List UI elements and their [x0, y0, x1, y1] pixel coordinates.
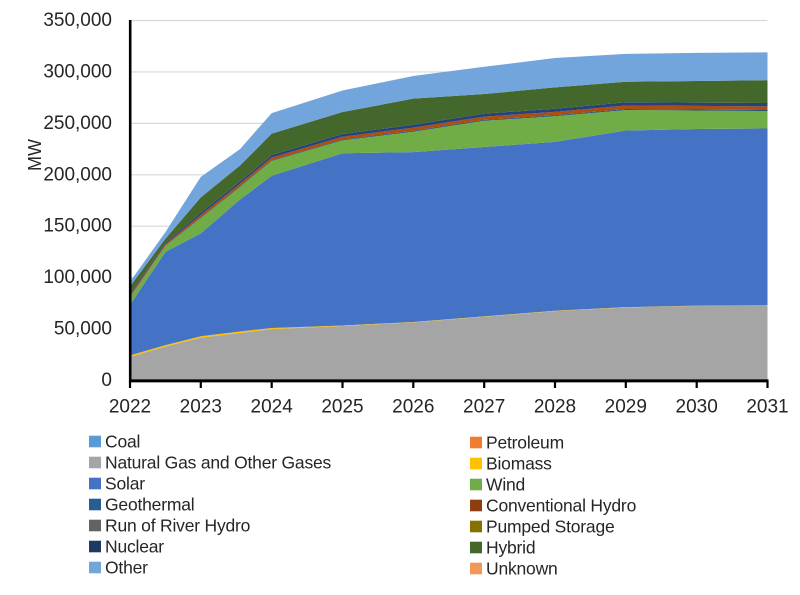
svg-text:Petroleum: Petroleum — [486, 433, 564, 453]
svg-text:Conventional Hydro: Conventional Hydro — [486, 496, 636, 516]
svg-text:2023: 2023 — [180, 397, 222, 418]
svg-text:Unknown: Unknown — [486, 559, 558, 579]
svg-text:2031: 2031 — [746, 397, 788, 418]
svg-text:Hybrid: Hybrid — [486, 538, 535, 558]
svg-text:Biomass: Biomass — [486, 454, 552, 474]
svg-text:350,000: 350,000 — [43, 10, 112, 31]
svg-text:MW: MW — [25, 139, 45, 171]
svg-text:2030: 2030 — [676, 397, 718, 418]
svg-text:Geothermal: Geothermal — [105, 495, 194, 515]
svg-text:Natural Gas and Other Gases: Natural Gas and Other Gases — [105, 453, 332, 473]
svg-text:2027: 2027 — [463, 397, 505, 418]
svg-text:Wind: Wind — [486, 475, 525, 495]
svg-text:Nuclear: Nuclear — [105, 537, 164, 557]
svg-text:2028: 2028 — [534, 397, 576, 418]
svg-text:Run of River Hydro: Run of River Hydro — [105, 516, 250, 536]
svg-text:Pumped Storage: Pumped Storage — [486, 517, 615, 537]
svg-text:2024: 2024 — [251, 397, 294, 418]
svg-text:Other: Other — [105, 558, 148, 578]
svg-text:Coal: Coal — [105, 432, 140, 452]
svg-text:250,000: 250,000 — [43, 113, 112, 134]
svg-text:50,000: 50,000 — [54, 319, 112, 340]
svg-text:0: 0 — [101, 370, 112, 391]
svg-text:300,000: 300,000 — [43, 61, 112, 82]
svg-text:Solar: Solar — [105, 474, 145, 494]
svg-text:2026: 2026 — [392, 397, 434, 418]
svg-text:150,000: 150,000 — [43, 216, 112, 237]
svg-text:2025: 2025 — [321, 397, 363, 418]
svg-text:100,000: 100,000 — [43, 267, 112, 288]
svg-text:200,000: 200,000 — [43, 164, 112, 185]
svg-text:2022: 2022 — [109, 397, 151, 418]
svg-text:2029: 2029 — [605, 397, 647, 418]
